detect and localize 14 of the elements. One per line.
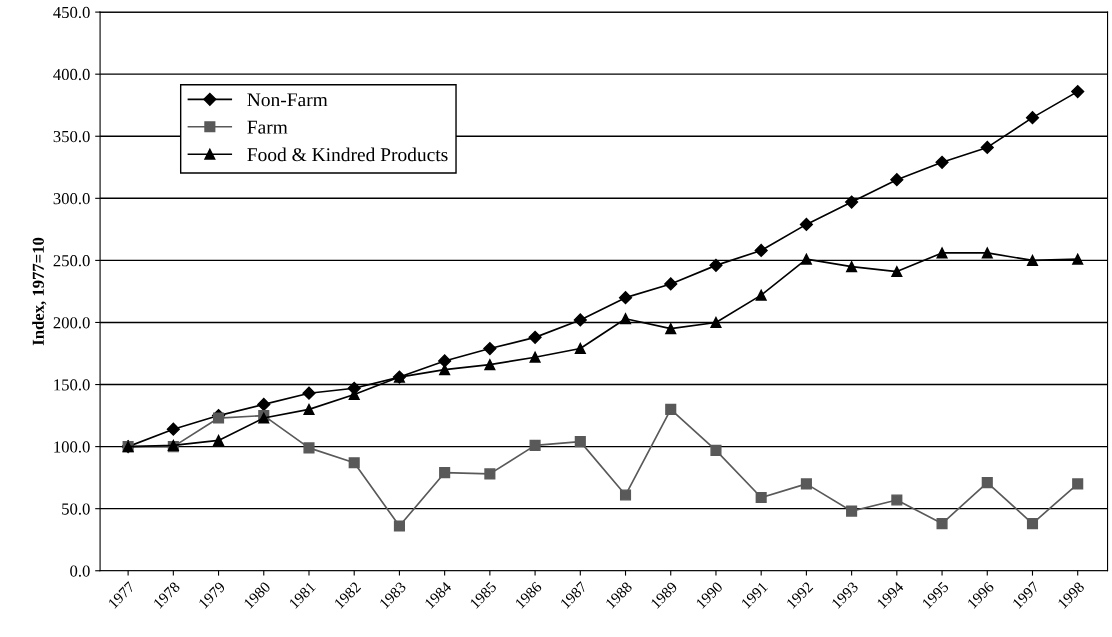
legend-label: Farm [247,120,288,134]
y-tick-label: 200.0 [53,317,90,329]
y-tick-label: 250.0 [53,255,90,267]
y-tick-label: 0.0 [70,565,90,577]
y-tick-label: 150.0 [54,379,90,391]
y-tick-label: 300.0 [53,193,90,205]
y-axis-title: Index, 1977=10 [32,237,47,346]
y-tick-label: 400.0 [53,68,90,81]
legend-label: Food & Kindred Products [247,147,448,162]
y-tick-label: 100.0 [54,441,90,453]
legend-label: Non-Farm [247,93,328,107]
y-tick-label: 50.0 [62,503,90,515]
y-tick-label: 350.0 [53,130,90,143]
y-tick-label: 450.0 [53,6,90,19]
